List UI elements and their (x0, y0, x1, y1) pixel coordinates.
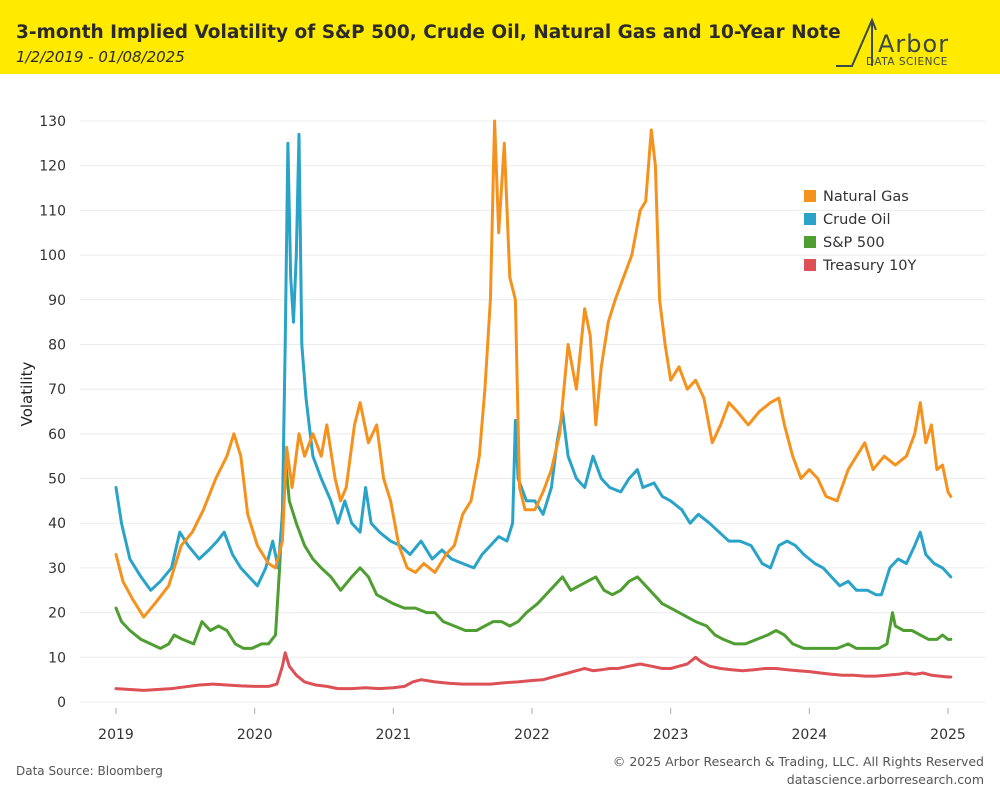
y-tick-label: 60 (48, 427, 66, 443)
x-tick-label: 2022 (514, 727, 550, 743)
chart-legend[interactable]: Natural Gas Crude Oil S&P 500 Treasury 10Y (804, 189, 917, 274)
legend-label-crude-oil[interactable]: Crude Oil (823, 212, 890, 228)
y-tick-label: 0 (57, 695, 66, 711)
chart-title: 3-month Implied Volatility of S&P 500, C… (16, 22, 841, 43)
chart-grid (80, 120, 985, 703)
data-source-note: Data Source: Bloomberg (16, 764, 163, 778)
y-axis-label: Volatility (18, 361, 36, 426)
y-tick-label: 50 (48, 472, 66, 488)
y-tick-label: 70 (48, 382, 66, 398)
y-tick-label: 20 (48, 606, 66, 622)
legend-swatch-s-p-500 (804, 236, 816, 248)
logo-name: Arbor (878, 30, 950, 58)
header-banner: 3-month Implied Volatility of S&P 500, C… (0, 0, 1000, 74)
y-tick-label: 40 (48, 516, 66, 532)
x-tick-label: 2019 (98, 727, 134, 743)
website-link[interactable]: datascience.arborresearch.com (786, 772, 984, 787)
x-tick-label: 2025 (930, 727, 966, 743)
y-tick-label: 80 (48, 337, 66, 353)
series-lines (114, 119, 953, 692)
legend-swatch-treasury-10y (804, 259, 816, 271)
legend-swatch-natural-gas (804, 190, 816, 202)
arbor-logo-mark-icon (836, 17, 877, 67)
y-tick-label: 130 (39, 114, 66, 130)
legend-label-treasury-10y[interactable]: Treasury 10Y (822, 258, 917, 274)
series-line-treasury-10y (114, 651, 953, 692)
series-line-natural-gas (114, 119, 953, 619)
y-tick-label: 110 (39, 203, 66, 219)
legend-swatch-crude-oil (804, 213, 816, 225)
legend-label-s-p-500[interactable]: S&P 500 (823, 235, 885, 251)
copyright-note: © 2025 Arbor Research & Trading, LLC. Al… (612, 754, 984, 769)
x-tick-label: 2021 (376, 727, 412, 743)
x-tick-label: 2023 (653, 727, 689, 743)
y-tick-label: 30 (48, 561, 66, 577)
x-tick-label: 2020 (237, 727, 273, 743)
chart-subtitle: 1/2/2019 - 01/08/2025 (16, 48, 185, 66)
y-tick-label: 100 (39, 248, 66, 264)
series-line-s-p-500 (114, 454, 953, 650)
y-tick-label: 10 (48, 650, 66, 666)
y-axis-ticks: 0 10 20 30 40 50 60 70 80 90 100 110 120 130 (39, 114, 66, 711)
logo-subtitle: DATA SCIENCE (866, 56, 948, 68)
y-tick-label: 90 (48, 293, 66, 309)
arbor-logo: Arbor DATA SCIENCE (832, 14, 972, 70)
series-line-crude-oil (114, 132, 953, 597)
x-axis-ticks: 2019 2020 2021 2022 2023 2024 2025 (98, 708, 966, 743)
y-tick-label: 120 (39, 159, 66, 175)
volatility-line-chart: 0 10 20 30 40 50 60 70 80 90 100 110 120 130 2019 2020… (18, 114, 985, 743)
x-tick-label: 2024 (792, 727, 828, 743)
legend-label-natural-gas[interactable]: Natural Gas (823, 189, 909, 205)
